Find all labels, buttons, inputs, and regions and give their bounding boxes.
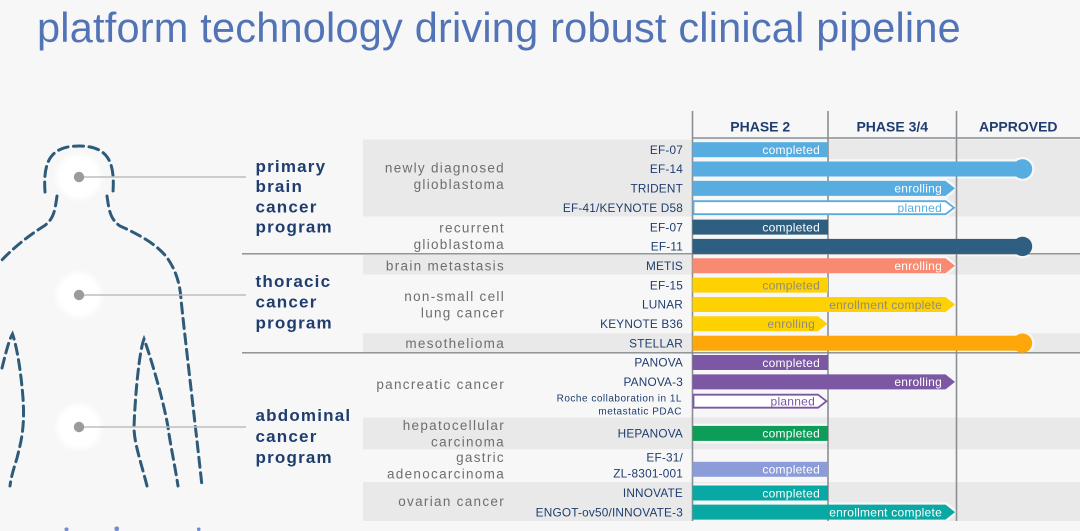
svg-text:completed: completed [762,278,820,292]
svg-text:enrolling: enrolling [894,259,942,273]
svg-text:brain: brain [256,177,304,196]
svg-text:EF-07: EF-07 [650,220,683,234]
svg-text:program: program [256,218,333,237]
svg-text:INNOVATE: INNOVATE [623,486,683,500]
svg-text:HEPANOVA: HEPANOVA [618,427,683,441]
svg-text:ENGOT-ov50/INNOVATE-3: ENGOT-ov50/INNOVATE-3 [536,505,684,519]
svg-text:mesothelioma: mesothelioma [405,336,505,351]
svg-text:PHASE 2: PHASE 2 [730,119,790,135]
svg-text:METIS: METIS [646,259,683,273]
svg-text:cancer: cancer [256,427,318,446]
svg-text:Roche collaboration in 1L: Roche collaboration in 1L [557,394,682,405]
svg-text:TRIDENT: TRIDENT [630,182,683,196]
svg-text:hepatocellular: hepatocellular [403,418,505,433]
svg-text:pancreatic cancer: pancreatic cancer [376,377,505,392]
svg-text:recurrent: recurrent [439,221,505,236]
svg-text:enrolling: enrolling [894,375,942,389]
svg-text:STELLAR: STELLAR [629,336,683,350]
svg-text:EF-07: EF-07 [650,143,683,157]
svg-text:adenocarcinoma: adenocarcinoma [387,466,505,481]
svg-text:EF-15: EF-15 [650,278,683,292]
svg-text:ZL-8301-001: ZL-8301-001 [613,467,683,481]
svg-text:program: program [256,448,333,467]
svg-text:enrolling: enrolling [767,317,815,331]
svg-text:abdominal: abdominal [256,406,352,425]
svg-text:APPROVED: APPROVED [979,119,1058,135]
svg-text:planned: planned [898,201,942,215]
svg-text:EF-11: EF-11 [651,240,683,254]
svg-text:LUNAR: LUNAR [642,298,683,312]
svg-text:brain metastasis: brain metastasis [386,259,505,274]
svg-text:metastatic PDAC: metastatic PDAC [598,406,682,417]
svg-text:program: program [256,313,333,332]
svg-text:carcinoma: carcinoma [431,434,505,449]
svg-text:EF-41/KEYNOTE D58: EF-41/KEYNOTE D58 [563,201,683,215]
svg-text:KEYNOTE B36: KEYNOTE B36 [600,317,683,331]
svg-text:primary: primary [256,157,327,176]
svg-text:PANOVA: PANOVA [634,356,683,370]
svg-text:thoracic: thoracic [256,272,332,291]
svg-text:enrollment complete: enrollment complete [829,298,942,312]
svg-text:completed: completed [762,356,820,370]
svg-text:completed: completed [762,220,820,234]
svg-text:completed: completed [762,427,820,441]
svg-text:ovarian cancer: ovarian cancer [398,494,505,509]
svg-text:gastric: gastric [456,450,505,465]
svg-text:newly diagnosed: newly diagnosed [385,161,505,176]
svg-text:glioblastoma: glioblastoma [414,177,505,192]
svg-text:completed: completed [762,143,820,157]
svg-text:glioblastoma: glioblastoma [414,237,505,252]
svg-text:enrollment complete: enrollment complete [829,505,942,519]
svg-text:completed: completed [762,463,820,477]
svg-text:non-small cell: non-small cell [404,289,505,304]
svg-text:completed: completed [762,486,820,500]
svg-text:cancer: cancer [256,293,318,312]
svg-text:enrolling: enrolling [894,182,942,196]
svg-text:PANOVA-3: PANOVA-3 [623,375,683,389]
svg-text:EF-31/: EF-31/ [646,451,683,465]
svg-text:lung cancer: lung cancer [421,305,505,320]
svg-text:planned: planned [771,395,815,409]
svg-text:EF-14: EF-14 [650,162,683,176]
svg-text:PHASE 3/4: PHASE 3/4 [856,119,928,135]
svg-text:cancer: cancer [256,197,318,216]
